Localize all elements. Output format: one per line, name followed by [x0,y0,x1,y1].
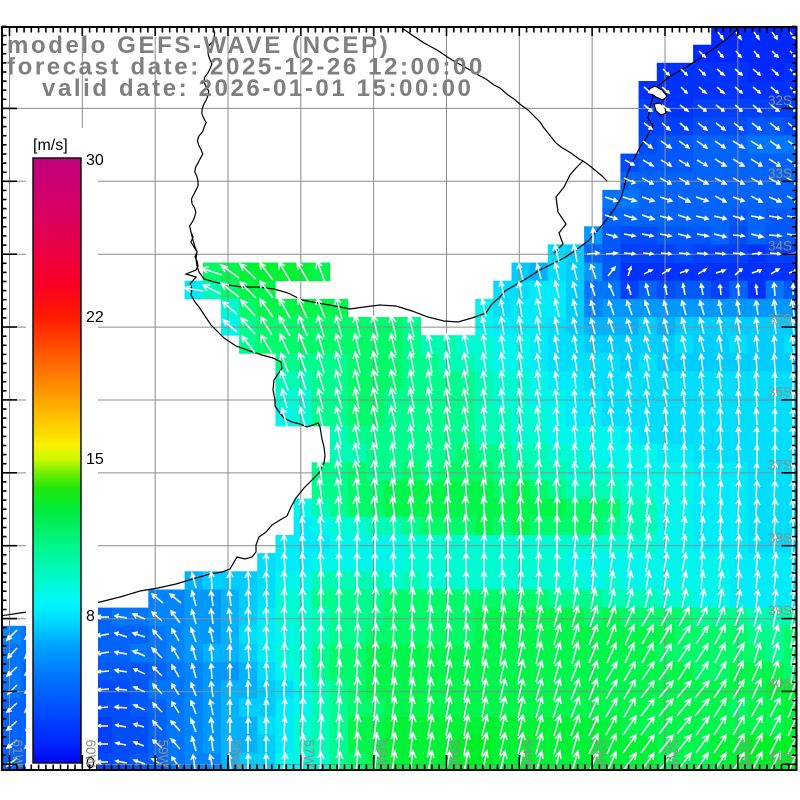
svg-text:15: 15 [86,451,104,468]
svg-text:41S: 41S [768,749,792,764]
svg-text:40S: 40S [768,676,792,691]
svg-text:56W: 56W [374,740,389,768]
svg-text:valid date: 2026-01-01 15:00:0: valid date: 2026-01-01 15:00:00 [42,75,473,102]
svg-text:59W: 59W [156,740,171,768]
svg-text:34S: 34S [768,239,792,254]
svg-text:57W: 57W [301,740,316,768]
svg-text:33S: 33S [768,166,792,181]
svg-text:61W: 61W [10,740,25,768]
svg-text:35S: 35S [768,312,792,327]
svg-text:53W: 53W [593,740,608,768]
svg-text:39S: 39S [768,603,792,618]
svg-text:36S: 36S [768,385,792,400]
svg-text:32S: 32S [768,93,792,108]
svg-text:[m/s]: [m/s] [33,137,68,154]
svg-text:58W: 58W [229,740,244,768]
svg-text:22: 22 [86,309,104,326]
svg-text:modelo GEFS-WAVE (NCEP): modelo GEFS-WAVE (NCEP) [7,32,390,59]
svg-text:52W: 52W [666,740,681,768]
svg-text:0: 0 [86,755,95,772]
svg-text:38S: 38S [768,530,792,545]
svg-text:55W: 55W [447,740,462,768]
svg-text:54W: 54W [520,740,535,768]
svg-text:37S: 37S [768,457,792,472]
svg-text:60W: 60W [83,740,98,768]
svg-text:51W: 51W [738,740,753,768]
svg-text:8: 8 [86,608,95,625]
svg-text:30: 30 [86,152,104,169]
svg-text:forecast date: 2025-12-26 12:0: forecast date: 2025-12-26 12:00:00 [7,54,485,81]
